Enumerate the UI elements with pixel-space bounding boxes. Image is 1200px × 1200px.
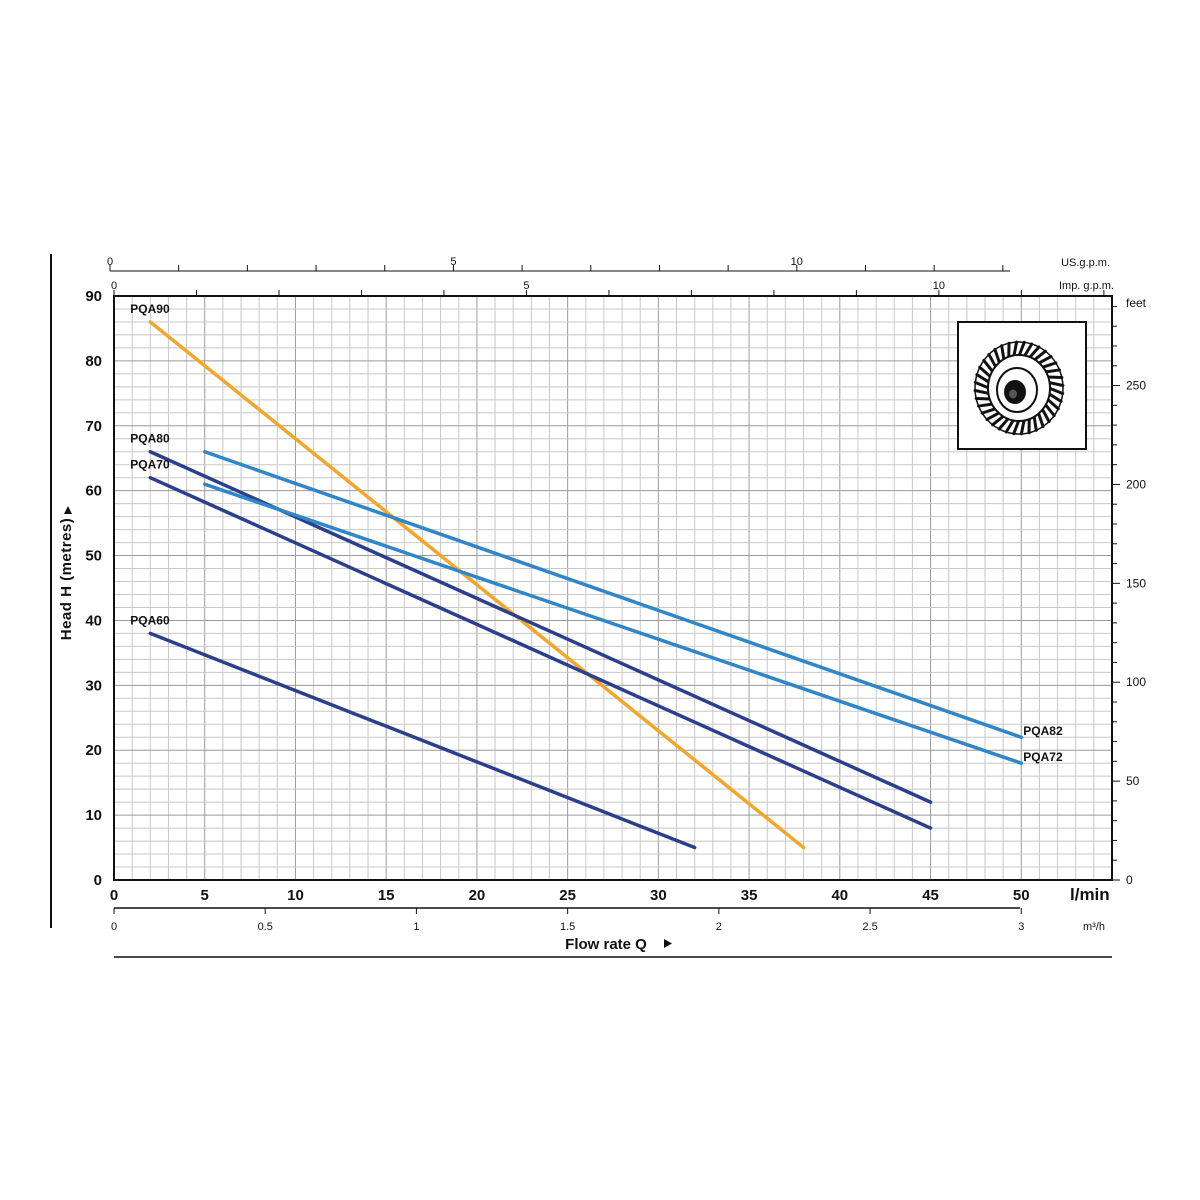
series-line-pqa60 [148,631,697,850]
impeller-vane [975,373,991,384]
y-tick-label: 30 [85,677,102,694]
x-tick-label: 10 [287,887,304,904]
series-group: PQA90 PQA80 PQA70 PQA60 PQA82 PQA72 [130,302,1063,850]
feet-tick-label: 200 [1126,477,1146,491]
impeller-vane [1047,380,1065,387]
x-tick-label: 40 [831,887,848,904]
series-label-pqa72: PQA72 [1023,750,1063,764]
impeller-vane [1040,361,1058,369]
x-tick-label: 30 [650,887,667,904]
x-tick-label: 50 [1013,887,1030,904]
y-tick-label: 20 [85,742,102,759]
x-unit-label: l/min [1070,885,1110,904]
m3h-tick-label: 1 [413,921,419,933]
impeller-vane [977,402,995,408]
y-axis-title-arrow-icon [64,506,72,514]
impeller-vane [1043,368,1061,374]
impeller-vane [1022,342,1034,358]
x-tick-label: 20 [469,887,486,904]
impeller-vane [973,389,991,396]
feet-tick-label: 50 [1126,774,1140,788]
y-tick-label: 0 [94,872,102,889]
series-line-pqa82 [202,449,1024,739]
impeller-vane [1036,355,1053,365]
imp-gpm-axis-label: Imp. g.p.m. [1059,280,1114,292]
impeller-vane [1040,407,1051,424]
impeller-vane [1012,418,1021,436]
inset-box [957,321,1087,450]
impeller-vane [980,407,998,415]
feet-tick-label: 250 [1126,379,1146,393]
series-line-pqa70 [148,475,933,830]
impeller-vane [991,414,1006,427]
imp-gpm-tick-label: 10 [933,280,945,292]
x-axis-title-arrow-icon [664,939,672,948]
us-gpm-tick-label: 5 [450,256,456,268]
impeller-vane [1012,340,1019,358]
feet-tick-label: 0 [1126,873,1133,887]
plot-frame [113,295,1113,881]
y-tick-label: 80 [85,353,102,370]
impeller-vane [1036,411,1045,429]
impeller-vane [978,365,993,379]
y-tick-label: 60 [85,483,102,500]
impeller-rim [974,341,1064,435]
impeller-vane [1047,386,1065,396]
y-tick-label: 90 [85,288,102,305]
impeller-icon [973,340,1065,436]
feet-tick-label: 100 [1126,675,1146,689]
series-line-pqa72 [202,482,1024,765]
x-tick-label: 15 [378,887,395,904]
us-gpm-tick-label: 0 [107,256,113,268]
x-tick-label: 45 [922,887,939,904]
x-tick-label: 5 [201,887,209,904]
impeller-vane [987,352,998,369]
x-axis-title: Flow rate Q [565,936,647,953]
impeller-vane [973,380,991,390]
y-tick-label: 70 [85,418,102,435]
impeller-vane [1004,418,1016,434]
x-tick-label: 25 [559,887,576,904]
y-secondary-unit-label: feet [1126,296,1147,310]
y-axis-title: Head H (metres) [58,518,75,641]
m3h-tick-label: 0.5 [258,921,273,933]
m3h-tick-label: 2 [716,921,722,933]
series-label-pqa80: PQA80 [130,432,170,446]
us-gpm-axis-label: US.g.p.m. [1061,257,1110,269]
impeller-vane [1032,349,1047,362]
m3h-tick-label: 3 [1018,921,1024,933]
impeller-vane [985,411,1002,421]
impeller-vane [982,358,995,374]
impeller-vane [997,416,1011,431]
m3h-tick-label: 2.5 [862,921,877,933]
impeller-vane [1047,392,1063,403]
imp-gpm-tick-label: 0 [111,280,117,292]
impeller-vane [1000,344,1006,362]
impeller-vane [1032,414,1038,432]
m3h-tick-label: 1.5 [560,921,575,933]
y-tick-label: 50 [85,548,102,565]
imp-gpm-tick-label: 5 [523,280,529,292]
feet-tick-label: 150 [1126,576,1146,590]
x-tick-label: 0 [110,887,118,904]
impeller-vane [1045,397,1060,411]
impeller-vane [1043,402,1056,418]
x-tick-label: 35 [741,887,758,904]
series-label-pqa82: PQA82 [1023,724,1063,738]
impeller-vane [993,347,1002,365]
series-label-pqa60: PQA60 [130,613,170,627]
y-tick-label: 10 [85,807,102,824]
series-line-pqa90 [148,320,806,850]
impeller-vane [1027,345,1041,360]
us-gpm-tick-label: 10 [791,256,803,268]
x-secondary-unit-label: m³/h [1083,921,1105,933]
y-tick-label: 40 [85,612,102,629]
impeller-vane [1019,418,1026,436]
series-label-pqa90: PQA90 [130,302,170,316]
m3h-tick-label: 0 [111,921,117,933]
series-label-pqa70: PQA70 [130,458,170,472]
impeller-vane [1017,340,1026,358]
